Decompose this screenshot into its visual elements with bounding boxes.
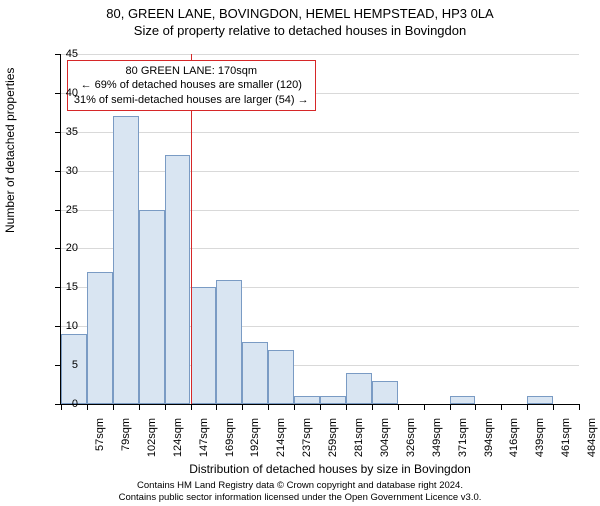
x-tick xyxy=(398,404,399,410)
x-axis-label: Distribution of detached houses by size … xyxy=(30,462,600,476)
histogram-bar xyxy=(346,373,372,404)
footer-line-1: Contains HM Land Registry data © Crown c… xyxy=(0,480,600,492)
y-tick-label: 35 xyxy=(66,126,78,138)
y-tick-label: 10 xyxy=(66,320,78,332)
y-tick xyxy=(55,171,61,172)
x-tick xyxy=(61,404,62,410)
x-tick xyxy=(475,404,476,410)
y-axis-label: Number of detached properties xyxy=(3,68,17,233)
x-tick-label: 394sqm xyxy=(483,418,495,463)
x-tick-label: 237sqm xyxy=(301,418,313,463)
y-tick-label: 0 xyxy=(72,398,78,410)
histogram-bar xyxy=(87,272,113,404)
y-tick-label: 30 xyxy=(66,165,78,177)
x-tick-label: 169sqm xyxy=(224,418,236,463)
page-subtitle: Size of property relative to detached ho… xyxy=(0,23,600,38)
x-tick-label: 259sqm xyxy=(327,418,339,463)
annotation-line-3: 31% of semi-detached houses are larger (… xyxy=(74,93,309,107)
grid-line xyxy=(61,54,579,55)
footer-attribution: Contains HM Land Registry data © Crown c… xyxy=(0,480,600,504)
histogram-bar xyxy=(320,396,346,404)
x-tick-label: 326sqm xyxy=(405,418,417,463)
x-tick xyxy=(294,404,295,410)
x-tick xyxy=(268,404,269,410)
x-tick-label: 416sqm xyxy=(508,418,520,463)
x-tick xyxy=(527,404,528,410)
y-tick-label: 20 xyxy=(66,242,78,254)
x-tick-label: 147sqm xyxy=(198,418,210,463)
footer-line-2: Contains public sector information licen… xyxy=(0,492,600,504)
histogram-bar xyxy=(165,155,191,404)
x-tick-label: 439sqm xyxy=(534,418,546,463)
x-tick xyxy=(165,404,166,410)
histogram-bar xyxy=(191,287,217,404)
y-tick xyxy=(55,54,61,55)
x-tick xyxy=(372,404,373,410)
x-tick xyxy=(216,404,217,410)
x-tick xyxy=(139,404,140,410)
histogram-bar xyxy=(268,350,294,404)
y-tick xyxy=(55,132,61,133)
y-tick-label: 25 xyxy=(66,204,78,216)
histogram-bar xyxy=(372,381,398,404)
histogram-bar xyxy=(527,396,553,404)
histogram-bar xyxy=(216,280,242,404)
histogram-bar xyxy=(113,116,139,404)
x-tick xyxy=(424,404,425,410)
x-tick xyxy=(320,404,321,410)
annotation-line-2: ← 69% of detached houses are smaller (12… xyxy=(74,78,309,92)
chart-container: 80, GREEN LANE, BOVINGDON, HEMEL HEMPSTE… xyxy=(0,6,600,506)
grid-line xyxy=(61,171,579,172)
histogram-bar xyxy=(242,342,268,404)
y-tick-label: 15 xyxy=(66,281,78,293)
y-tick xyxy=(55,326,61,327)
x-tick xyxy=(113,404,114,410)
x-tick-label: 102sqm xyxy=(146,418,158,463)
x-tick-label: 79sqm xyxy=(120,418,132,463)
y-tick xyxy=(55,93,61,94)
histogram-bar xyxy=(294,396,320,404)
x-tick xyxy=(87,404,88,410)
histogram-bar xyxy=(450,396,476,404)
x-tick xyxy=(553,404,554,410)
x-tick-label: 124sqm xyxy=(172,418,184,463)
x-tick-label: 484sqm xyxy=(586,418,598,463)
x-tick xyxy=(346,404,347,410)
x-tick xyxy=(450,404,451,410)
annotation-box: 80 GREEN LANE: 170sqm ← 69% of detached … xyxy=(67,60,316,111)
annotation-line-1: 80 GREEN LANE: 170sqm xyxy=(74,64,309,78)
y-tick-label: 5 xyxy=(72,359,78,371)
x-tick-label: 304sqm xyxy=(379,418,391,463)
x-tick-label: 281sqm xyxy=(353,418,365,463)
x-tick-label: 461sqm xyxy=(560,418,572,463)
x-tick-label: 57sqm xyxy=(94,418,106,463)
y-tick xyxy=(55,287,61,288)
y-tick-label: 40 xyxy=(66,87,78,99)
histogram-bar xyxy=(139,210,165,404)
x-tick-label: 349sqm xyxy=(431,418,443,463)
x-tick xyxy=(579,404,580,410)
x-tick xyxy=(501,404,502,410)
grid-line xyxy=(61,132,579,133)
y-tick-label: 45 xyxy=(66,48,78,60)
plot-area: 80 GREEN LANE: 170sqm ← 69% of detached … xyxy=(60,54,579,405)
page-title: 80, GREEN LANE, BOVINGDON, HEMEL HEMPSTE… xyxy=(0,6,600,21)
y-tick xyxy=(55,210,61,211)
x-tick-label: 371sqm xyxy=(457,418,469,463)
x-tick-label: 192sqm xyxy=(249,418,261,463)
y-tick xyxy=(55,248,61,249)
x-tick xyxy=(242,404,243,410)
x-tick-label: 214sqm xyxy=(275,418,287,463)
x-tick xyxy=(191,404,192,410)
